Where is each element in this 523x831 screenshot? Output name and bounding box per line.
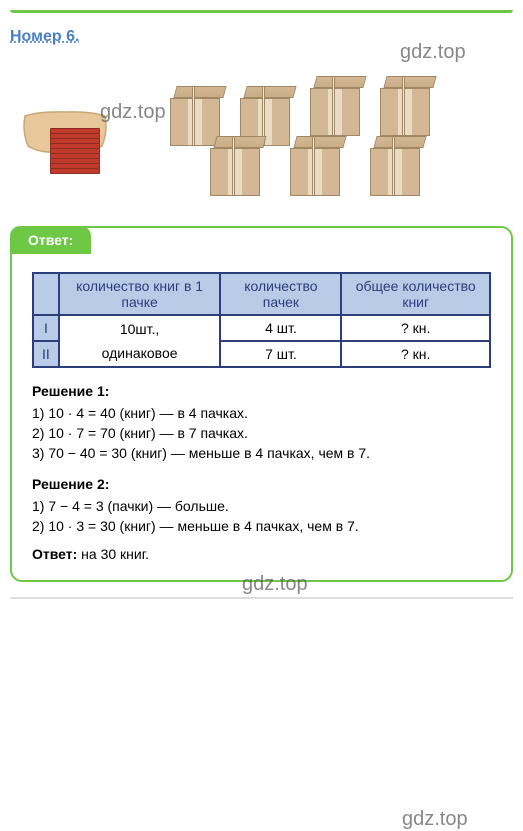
solution-line: 3) 70 − 40 = 30 (книг) — меньше в 4 пачк…	[32, 445, 491, 461]
watermark: gdz.top	[242, 573, 308, 596]
solution-title: Решение 2:	[32, 476, 491, 492]
box	[380, 76, 430, 136]
box	[310, 76, 360, 136]
table-header: общее количество книг	[341, 273, 490, 315]
answer-tab-label: Ответ:	[10, 226, 91, 254]
box	[370, 136, 420, 196]
solution-line: 1) 10 · 4 = 40 (книг) — в 4 пачках.	[32, 405, 491, 421]
box	[290, 136, 340, 196]
bottom-divider	[10, 597, 513, 599]
watermark: gdz.top	[402, 808, 468, 831]
books-on-cloth	[20, 106, 110, 161]
box	[210, 136, 260, 196]
answer-content: количество книг в 1 пачке количество пач…	[12, 254, 511, 580]
final-answer: Ответ: на 30 книг.	[32, 546, 491, 562]
table-header: количество пачек	[220, 273, 341, 315]
table-cell: 4 шт.	[220, 315, 341, 341]
solution-line: 2) 10 · 3 = 30 (книг) — меньше в 4 пачка…	[32, 518, 491, 534]
watermark: gdz.top	[400, 41, 466, 64]
table-corner	[33, 273, 59, 315]
table-cell: ? кн.	[341, 315, 490, 341]
table-header: количество книг в 1 пачке	[59, 273, 221, 315]
solution-title: Решение 1:	[32, 383, 491, 399]
final-answer-label: Ответ:	[32, 546, 77, 562]
solution-block-2: Решение 2: 1) 7 − 4 = 3 (пачки) — больше…	[32, 476, 491, 534]
table-cell: ? кн.	[341, 341, 490, 367]
answer-section: Ответ: количество книг в 1 пачке количес…	[10, 226, 513, 582]
book-stack	[50, 128, 100, 173]
top-divider	[10, 10, 513, 13]
final-answer-text: на 30 книг.	[77, 546, 149, 562]
solution-block-1: Решение 1: 1) 10 · 4 = 40 (книг) — в 4 п…	[32, 383, 491, 461]
data-table: количество книг в 1 пачке количество пач…	[32, 272, 491, 368]
solution-line: 2) 10 · 7 = 70 (книг) — в 7 пачках.	[32, 425, 491, 441]
table-row: I 10шт., одинаковое 4 шт. ? кн.	[33, 315, 490, 341]
table-header-row: количество книг в 1 пачке количество пач…	[33, 273, 490, 315]
solution-line: 1) 7 − 4 = 3 (пачки) — больше.	[32, 498, 491, 514]
exercise-heading: Номер 6.	[10, 28, 79, 46]
cell-text: одинаковое	[60, 341, 220, 365]
row-label: II	[33, 341, 59, 367]
illustration: gdz.top gdz.top	[10, 66, 513, 206]
cell-text: 10шт.,	[60, 317, 220, 341]
table-cell: 10шт., одинаковое	[59, 315, 221, 367]
row-label: I	[33, 315, 59, 341]
table-cell: 7 шт.	[220, 341, 341, 367]
